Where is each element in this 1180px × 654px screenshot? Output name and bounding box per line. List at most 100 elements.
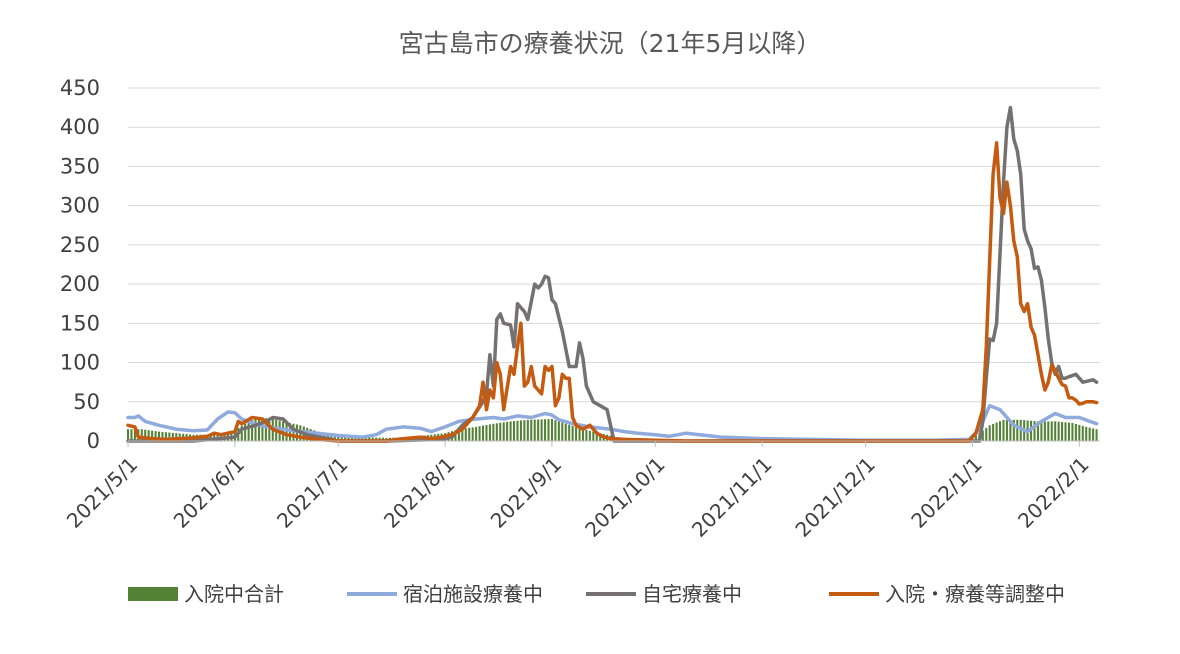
hospitalized-bar [340, 435, 343, 441]
hospitalized-bar [1033, 421, 1036, 441]
hospitalized-bar [337, 434, 340, 441]
hospitalized-bar [506, 421, 509, 441]
y-tick-label: 400 [60, 115, 100, 139]
hospitalized-bar [140, 429, 143, 441]
hospitalized-bar [571, 425, 574, 441]
hospitalized-bar [364, 437, 367, 441]
hospitalized-bar [495, 423, 498, 441]
x-tick-label: 2021/9/1 [486, 452, 566, 532]
gridlines [128, 87, 1100, 403]
hospitalized-bar [1005, 419, 1008, 441]
hospitalized-bar [1071, 422, 1074, 441]
hospitalized-bar [154, 431, 157, 441]
hospitalized-bar [471, 427, 474, 441]
hospitalized-bar [544, 419, 547, 441]
legend-label-hotel: 宿泊施設療養中 [403, 582, 543, 606]
hospitalized-bar [240, 425, 243, 441]
y-tick-label: 0 [87, 429, 100, 453]
series-line-home [126, 105, 1099, 443]
y-tick-label: 150 [60, 311, 100, 335]
y-tick-label: 100 [60, 351, 100, 375]
hospitalized-bar [126, 429, 130, 441]
hospitalized-bar [1092, 428, 1095, 441]
legend-swatch-hospitalized [128, 587, 178, 601]
hospitalized-bar [1095, 429, 1098, 441]
hospitalized-bar [519, 420, 522, 441]
hospitalized-bar [502, 422, 505, 441]
hospitalized-bar [168, 432, 171, 441]
hospitalized-bar [1081, 425, 1084, 441]
x-tick-label: 2021/7/1 [272, 452, 352, 532]
hospitalized-bar [351, 436, 354, 441]
hospitalized-bar [985, 427, 988, 441]
hospitalized-bar [513, 421, 516, 441]
hospitalized-bar [499, 422, 502, 441]
y-tick-label: 250 [60, 233, 100, 257]
hospitalized-bar [371, 437, 374, 441]
x-tick-label: 2022/1/1 [906, 452, 986, 532]
hospitalized-bar [254, 418, 257, 441]
hospitalized-bar [1016, 419, 1019, 441]
hospitalized-bar [1088, 427, 1091, 441]
hospitalized-bar [1078, 424, 1081, 441]
hospitalized-bar [251, 420, 254, 441]
hospitalized-bar [516, 420, 519, 441]
hospitalized-bar [547, 419, 550, 441]
hospitalized-bar [485, 424, 488, 441]
hospitalized-bar [588, 430, 591, 441]
hospitalized-bar [361, 437, 364, 441]
hospitalized-bar [268, 418, 271, 441]
y-tick-label: 200 [60, 272, 100, 296]
legend: 入院中合計 宿泊施設療養中 自宅療養中 入院・療養等調整中 [128, 582, 1065, 606]
hospitalized-bar [333, 434, 336, 441]
hospitalized-bar [478, 426, 481, 441]
hospitalized-bar [557, 421, 560, 441]
hospitalized-bar [999, 421, 1002, 441]
hospitalized-bar [540, 419, 543, 441]
hospitalized-bar [368, 437, 371, 441]
hospitalized-bar [550, 419, 553, 441]
hospitalized-bar [1067, 422, 1071, 441]
hospitalized-bar [481, 425, 485, 441]
x-tick-label: 2021/12/1 [790, 452, 879, 541]
series-lines [126, 105, 1099, 443]
hospitalized-bar [1061, 422, 1064, 441]
hospitalized-bar [1040, 421, 1043, 441]
legend-label-home: 自宅療養中 [642, 582, 742, 606]
hospitalized-bar [523, 420, 526, 441]
y-tick-label: 350 [60, 154, 100, 178]
hospitalized-bar [457, 429, 460, 441]
hospitalized-bar [247, 421, 250, 441]
hospitalized-bar [130, 429, 133, 441]
hospitalized-bar [1047, 421, 1050, 441]
hospitalized-bar [461, 428, 464, 441]
hospitalized-bar [171, 432, 174, 441]
x-tick-label: 2021/10/1 [580, 452, 669, 541]
hospitalized-bar [161, 431, 164, 441]
hospitalized-bar [578, 428, 581, 441]
hospitalized-bar [1043, 421, 1046, 441]
hospitalized-bar [1012, 419, 1015, 441]
legend-label-adjusting: 入院・療養等調整中 [885, 582, 1065, 606]
hospitalized-bar [344, 435, 347, 441]
hospitalized-bar [526, 419, 529, 441]
hospitalized-bar [257, 417, 261, 441]
hospitalized-bar [330, 433, 333, 441]
hospitalized-bar [530, 419, 533, 441]
hospitalized-bar [282, 421, 285, 441]
hospitalized-bar [151, 430, 154, 441]
hospitalized-bar [533, 419, 536, 441]
hospitalized-bar [561, 422, 564, 441]
hospitalized-bar [1054, 421, 1057, 441]
hospitalized-bar [1009, 419, 1012, 441]
hospitalized-bar [164, 432, 167, 441]
hospitalized-bar [157, 431, 161, 441]
hospitalized-bar [992, 423, 995, 441]
hospitalized-bar [347, 435, 350, 441]
hospitalized-bar [475, 426, 478, 441]
hospitalized-bar [988, 425, 991, 441]
hospitalized-bar [1085, 426, 1088, 441]
x-tick-label: 2021/11/1 [687, 452, 776, 541]
x-tick-label: 2021/6/1 [169, 452, 249, 532]
hospitalized-bar [592, 431, 595, 441]
